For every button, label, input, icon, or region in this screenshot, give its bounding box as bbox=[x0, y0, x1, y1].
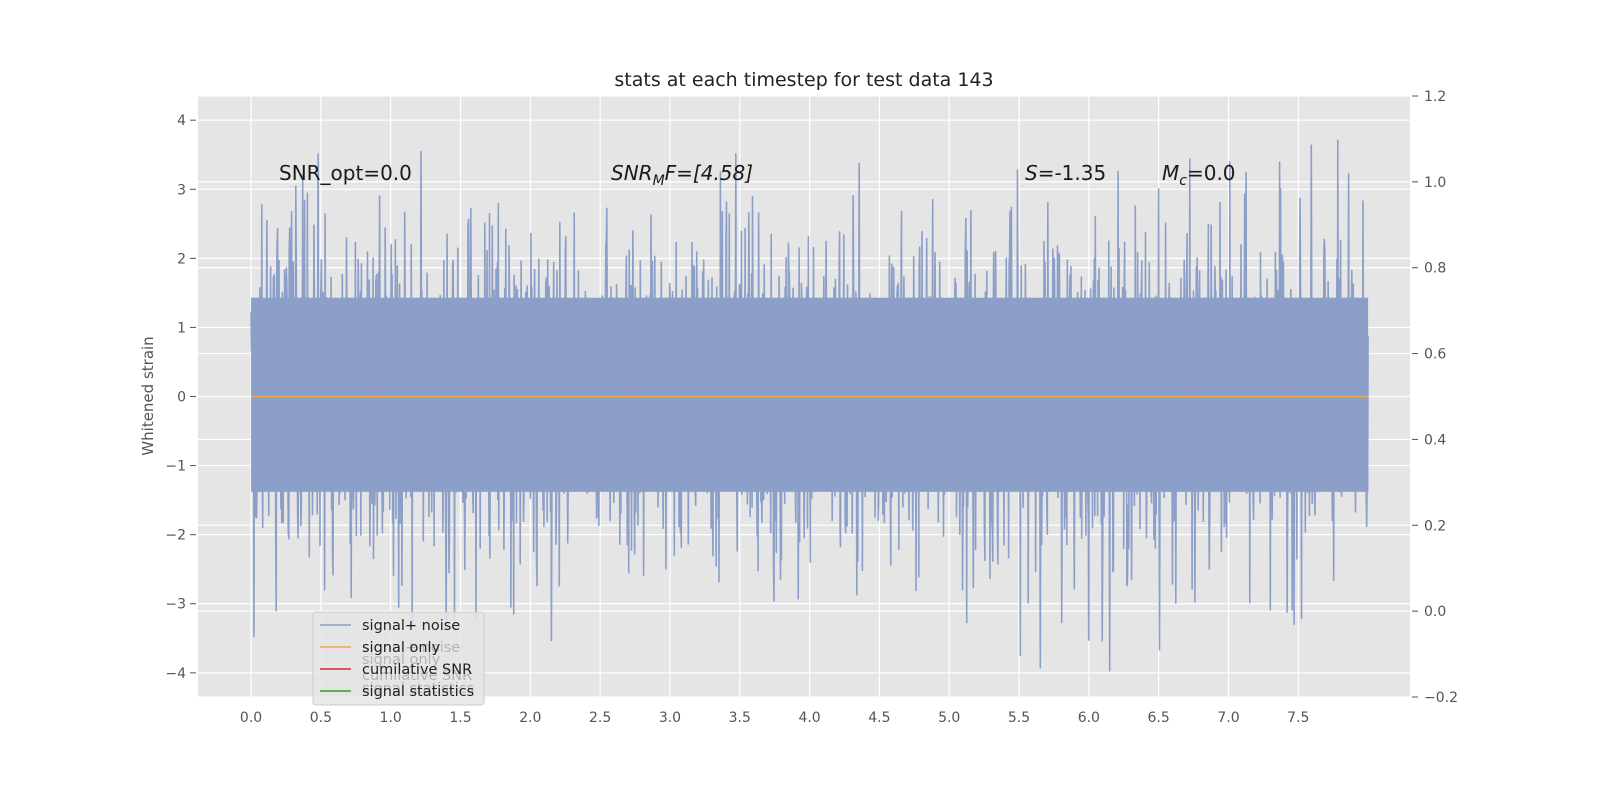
x-tick-label: 1.5 bbox=[449, 710, 471, 726]
x-tick-label: 5.5 bbox=[1008, 710, 1030, 726]
y-tick-label: 1 bbox=[177, 320, 186, 336]
y-tick-label: −1 bbox=[165, 459, 186, 475]
y2-tick-label: −0.2 bbox=[1424, 690, 1458, 706]
annotation-mc-main: M bbox=[1162, 161, 1179, 185]
legend: signal+ noise signal only cumilative SNR… bbox=[312, 611, 485, 706]
y-tick-label: 4 bbox=[177, 113, 186, 129]
annotation-snr-mf-rest: F=[4.58] bbox=[665, 161, 753, 185]
ghost-legend-label-4: signal statistics bbox=[362, 681, 474, 697]
annotations: SNR_opt=0.0 SNRMF=[4.58] S=-1.35 Mc=0.0 bbox=[279, 161, 1236, 189]
x-tick-label: 2.5 bbox=[589, 710, 611, 726]
ticks-layer: 0.0 0.5 1.0 1.5 2.0 2.5 3.0 3.5 4.0 4.5 5.0 5.5 6.0 6… bbox=[165, 89, 1458, 726]
annotation-snr-mf-main: SNR bbox=[611, 161, 653, 185]
y2-tick-label: 0.4 bbox=[1424, 432, 1446, 448]
y-tick-label: 2 bbox=[177, 251, 186, 267]
y2-tick-label: 1.0 bbox=[1424, 175, 1446, 191]
x-tick-label: 7.5 bbox=[1287, 710, 1309, 726]
y-tick-label: 3 bbox=[177, 182, 186, 198]
x-tick-label: 0.0 bbox=[240, 710, 262, 726]
x-tick-label: 2.0 bbox=[519, 710, 541, 726]
x-tick-label: 6.5 bbox=[1148, 710, 1170, 726]
x-tick-label: 4.0 bbox=[798, 710, 820, 726]
signal-noise-line bbox=[250, 139, 1369, 672]
ghost-legend-label-2: signal only bbox=[362, 652, 441, 668]
y-axis-label: Whitened strain bbox=[139, 336, 157, 455]
legend-label-signal-only: signal only bbox=[362, 640, 441, 656]
legend-box bbox=[312, 611, 485, 706]
legend-label-signal-noise: signal+ noise bbox=[362, 618, 460, 634]
x-tick-label: 3.5 bbox=[729, 710, 751, 726]
annotation-mc-rest: =0.0 bbox=[1187, 161, 1236, 185]
annotation-s-rest: =-1.35 bbox=[1038, 161, 1107, 185]
x-tick-label: 4.5 bbox=[868, 710, 890, 726]
y-tick-label: −3 bbox=[165, 597, 186, 613]
ghost-legend-label-3: cumilative SNR bbox=[362, 668, 472, 684]
x-tick-label: 0.5 bbox=[310, 710, 332, 726]
annotation-mc-sub: c bbox=[1179, 173, 1187, 189]
y2-tick-label: 0.6 bbox=[1424, 347, 1446, 363]
y2-tick-label: 1.2 bbox=[1424, 89, 1446, 105]
chart-title: stats at each timestep for test data 143 bbox=[614, 69, 993, 91]
x-tick-label: 6.0 bbox=[1078, 710, 1100, 726]
y-tick-label: −4 bbox=[165, 666, 186, 682]
annotation-mc: Mc=0.0 bbox=[1162, 161, 1236, 189]
y2-tick-label: 0.2 bbox=[1424, 518, 1446, 534]
annotation-snr-mf-sub: M bbox=[653, 173, 665, 189]
x-tick-label: 7.0 bbox=[1217, 710, 1239, 726]
series-layer bbox=[250, 139, 1369, 672]
ghost-legend-label-1: signal+ noise bbox=[362, 640, 460, 656]
x-tick-label: 5.0 bbox=[938, 710, 960, 726]
y-tick-label: 0 bbox=[177, 390, 186, 406]
annotation-snr-opt: SNR_opt=0.0 bbox=[279, 161, 412, 185]
legend-label-cumilative-snr: cumilative SNR bbox=[362, 662, 472, 678]
annotation-s: S=-1.35 bbox=[1025, 161, 1106, 185]
legend-label-signal-statistics: signal statistics bbox=[362, 684, 474, 700]
annotation-snr-mf: SNRMF=[4.58] bbox=[611, 161, 753, 189]
x-tick-label: 1.0 bbox=[380, 710, 402, 726]
x-tick-label: 3.0 bbox=[659, 710, 681, 726]
annotation-s-main: S bbox=[1025, 161, 1038, 185]
y2-tick-label: 0.0 bbox=[1424, 604, 1446, 620]
y-tick-label: −2 bbox=[165, 528, 186, 544]
y2-tick-label: 0.8 bbox=[1424, 261, 1446, 277]
